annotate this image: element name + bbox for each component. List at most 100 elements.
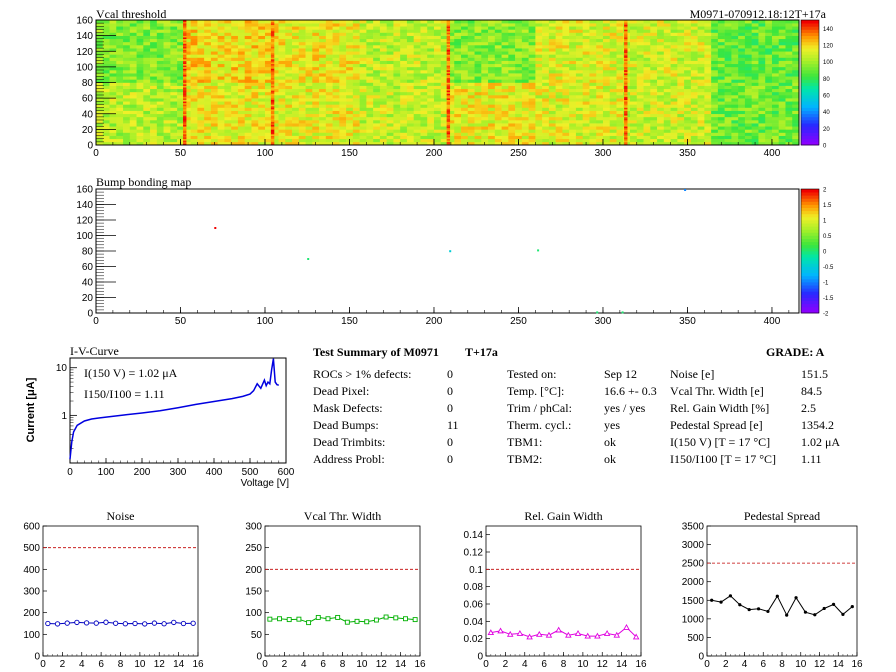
threshold-cell xyxy=(636,76,644,80)
threshold-cell xyxy=(684,98,692,102)
threshold-cell xyxy=(704,138,712,143)
threshold-cell xyxy=(420,73,428,77)
threshold-cell xyxy=(427,123,435,127)
threshold-cell xyxy=(393,41,401,46)
threshold-cell xyxy=(278,66,286,71)
threshold-cell xyxy=(170,57,178,61)
threshold-cell xyxy=(542,66,550,71)
threshold-cell xyxy=(150,85,158,90)
threshold-cell xyxy=(312,135,320,140)
threshold-cell xyxy=(711,85,719,90)
threshold-cell xyxy=(325,88,333,93)
threshold-cell xyxy=(494,120,502,124)
threshold-cell xyxy=(373,95,381,99)
threshold-cell xyxy=(663,76,671,80)
threshold-cell xyxy=(170,29,178,33)
threshold-cell xyxy=(231,110,239,115)
threshold-cell xyxy=(163,104,171,108)
threshold-cell xyxy=(319,63,327,68)
threshold-cell xyxy=(379,32,387,36)
threshold-cell xyxy=(366,132,374,136)
threshold-cell xyxy=(231,29,239,33)
hot-column-cell xyxy=(183,123,187,125)
hot-column-cell xyxy=(270,30,275,33)
threshold-cell xyxy=(461,101,469,105)
threshold-cell xyxy=(684,135,692,140)
threshold-cell xyxy=(602,76,611,80)
threshold-cell xyxy=(555,141,563,146)
hot-column-cell xyxy=(183,115,187,118)
data-point xyxy=(335,614,341,620)
threshold-cell xyxy=(237,48,246,52)
hot-column-cell xyxy=(183,124,187,127)
threshold-cell xyxy=(352,41,360,46)
threshold-cell xyxy=(765,95,773,99)
threshold-cell xyxy=(332,82,340,86)
threshold-cell xyxy=(413,32,421,36)
data-point xyxy=(623,623,630,630)
threshold-cell xyxy=(778,51,786,55)
threshold-cell xyxy=(298,45,306,49)
threshold-cell xyxy=(724,82,732,86)
threshold-cell xyxy=(589,54,597,58)
threshold-cell xyxy=(96,85,104,90)
threshold-cell xyxy=(677,101,685,105)
threshold-cell xyxy=(461,126,469,130)
threshold-cell xyxy=(488,95,496,99)
threshold-cell xyxy=(136,79,144,83)
threshold-cell xyxy=(298,120,306,124)
threshold-cell xyxy=(488,51,496,55)
threshold-cell xyxy=(670,45,678,49)
threshold-cell xyxy=(366,101,374,105)
threshold-cell xyxy=(204,26,212,30)
threshold-cell xyxy=(690,126,698,130)
threshold-cell xyxy=(555,79,563,83)
threshold-cell xyxy=(123,101,131,105)
threshold-cell xyxy=(582,135,590,140)
threshold-cell xyxy=(704,29,712,33)
threshold-cell xyxy=(481,98,489,102)
threshold-cell xyxy=(454,32,462,36)
small-y-tick-label: 3000 xyxy=(682,540,705,551)
threshold-cell xyxy=(690,76,698,80)
threshold-cell xyxy=(366,82,374,86)
hot-column-cell xyxy=(624,65,628,68)
threshold-cell xyxy=(258,82,266,86)
threshold-cell xyxy=(305,85,313,90)
threshold-cell xyxy=(508,66,516,71)
threshold-cell xyxy=(630,95,638,99)
threshold-cell xyxy=(657,91,665,96)
threshold-cell xyxy=(190,98,198,102)
threshold-cell xyxy=(170,66,178,71)
threshold-cell xyxy=(237,129,246,133)
threshold-cell xyxy=(731,79,739,83)
threshold-cell xyxy=(521,104,529,108)
threshold-cell xyxy=(555,98,563,102)
threshold-cell xyxy=(109,60,117,65)
threshold-cell xyxy=(373,113,381,118)
threshold-cell xyxy=(325,20,333,24)
threshold-cell xyxy=(393,23,401,27)
threshold-cell xyxy=(156,54,164,58)
threshold-cell xyxy=(589,20,597,24)
hot-column-cell xyxy=(624,35,628,38)
threshold-cell xyxy=(548,26,556,30)
threshold-cell xyxy=(244,88,252,93)
threshold-cell xyxy=(630,138,638,143)
threshold-cell xyxy=(582,88,590,93)
threshold-cell xyxy=(204,57,212,61)
threshold-cell xyxy=(123,116,131,121)
threshold-cell xyxy=(596,129,604,133)
threshold-cell xyxy=(771,135,780,140)
threshold-cell xyxy=(123,98,131,102)
small-x-tick-label: 8 xyxy=(779,659,785,670)
iv-x-tick-label: 300 xyxy=(170,467,187,478)
threshold-cell xyxy=(285,85,293,90)
threshold-cell xyxy=(197,126,205,130)
hot-column-cell xyxy=(624,52,628,55)
threshold-cell xyxy=(116,54,124,58)
threshold-cell xyxy=(751,110,759,115)
threshold-cell xyxy=(339,123,347,127)
threshold-cell xyxy=(278,129,286,133)
threshold-cell xyxy=(751,20,759,24)
